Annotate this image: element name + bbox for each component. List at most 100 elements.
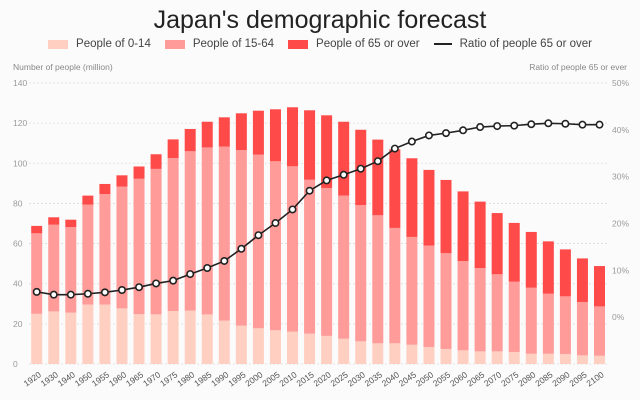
y-tick-label-left: 120 (13, 118, 27, 128)
chart-title: Japan's demographic forecast (153, 6, 487, 34)
bar-segment-0-14 (491, 351, 503, 364)
bar-segment-0-14 (133, 314, 145, 364)
legend-swatch-0-14 (48, 39, 69, 49)
bar-segment-15-64 (423, 245, 435, 347)
bar-segment-0-14 (576, 355, 588, 364)
bar-segment-0-14 (235, 325, 247, 364)
bar-segment-65-over (150, 154, 162, 169)
ratio-point (578, 120, 587, 129)
bar-segment-65-over (269, 109, 281, 162)
y-tick-label-right: 0% (612, 312, 625, 322)
y-tick-label-right: 50% (612, 78, 629, 88)
y-tick-label-left: 60 (13, 239, 23, 249)
ratio-point (83, 289, 92, 298)
bar-segment-0-14 (406, 344, 418, 364)
legend-swatch-15-64 (164, 39, 185, 49)
bar-segment-15-64 (48, 224, 60, 312)
bar-segment-0-14 (287, 331, 299, 364)
bar-segment-0-14 (423, 346, 435, 364)
bar-segment-65-over (133, 166, 145, 179)
bar-segment-15-64 (321, 187, 333, 336)
ratio-point (203, 263, 212, 272)
ratio-point (220, 256, 229, 265)
bar-segment-15-64 (269, 161, 281, 331)
bar-segment-15-64 (491, 274, 503, 352)
bar-segment-15-64 (542, 293, 554, 354)
ratio-point (135, 283, 144, 292)
ratio-point (237, 244, 246, 253)
bar-segment-0-14 (457, 350, 469, 364)
bar-segment-0-14 (150, 314, 162, 364)
bar-segment-65-over (372, 139, 384, 216)
ratio-point (373, 157, 382, 166)
bar-segment-65-over (201, 121, 213, 148)
bar-segment-15-64 (133, 178, 145, 315)
bar-segment-15-64 (150, 168, 162, 315)
ratio-point (527, 120, 536, 129)
ratio-point (459, 126, 468, 135)
bar-segment-0-14 (474, 351, 486, 364)
ratio-point (544, 119, 553, 128)
bar-segment-0-14 (167, 311, 179, 364)
bar-segment-15-64 (252, 154, 264, 329)
bar-segment-0-14 (594, 355, 605, 364)
bar-segment-15-64 (338, 195, 350, 339)
y-tick-label-right: 20% (612, 219, 629, 229)
ratio-point (66, 290, 75, 299)
bar-segment-15-64 (559, 296, 571, 354)
bar-segment-0-14 (508, 351, 520, 364)
bar-segment-65-over (235, 113, 247, 151)
bar-segment-65-over (338, 121, 350, 196)
right-axis-title: Ratio of people 65 or ever (529, 62, 627, 72)
bar-segment-15-64 (218, 146, 230, 321)
bar-segment-15-64 (372, 215, 384, 344)
left-axis-title: Number of people (million) (13, 62, 113, 72)
bar-segment-15-64 (508, 281, 520, 352)
bar-segment-65-over (491, 213, 503, 275)
bar-segment-65-over (287, 107, 299, 167)
bar-segment-15-64 (525, 287, 537, 354)
ratio-point (100, 288, 109, 297)
bar-segment-15-64 (440, 253, 452, 349)
ratio-point (407, 137, 416, 146)
ratio-point (424, 131, 433, 140)
x-tick-label: 2100 (584, 369, 605, 388)
bar-segment-65-over (508, 222, 520, 282)
bar-segment-65-over (48, 217, 60, 225)
bar-segment-0-14 (99, 304, 111, 364)
ratio-point (561, 119, 570, 128)
bar-segment-15-64 (184, 151, 196, 311)
bar-segment-65-over (99, 183, 111, 194)
bar-segment-15-64 (99, 193, 111, 305)
bar-segment-15-64 (167, 158, 179, 312)
bar-segment-0-14 (525, 353, 537, 364)
legend-line-ratio (433, 43, 452, 45)
bar-segment-0-14 (321, 335, 333, 364)
bar-segment-65-over (559, 249, 571, 297)
y-tick-label-right: 30% (612, 172, 629, 182)
bar-segment-65-over (406, 158, 418, 237)
legend-label: People of 0-14 (76, 38, 151, 50)
y-tick-label-left: 140 (13, 78, 27, 88)
bar-segment-65-over (304, 110, 316, 180)
y-tick-label-left: 40 (13, 279, 23, 289)
bar-segment-65-over (252, 110, 264, 155)
ratio-point (288, 205, 297, 214)
y-tick-label-left: 100 (13, 158, 27, 168)
ratio-point (356, 164, 365, 173)
bar-segment-0-14 (542, 353, 554, 364)
legend-item-ratio: Ratio of people 65 or over (433, 38, 592, 50)
bar-segment-0-14 (559, 353, 571, 364)
ratio-point (390, 144, 399, 153)
bar-segment-65-over (167, 139, 179, 159)
bar-segment-0-14 (82, 304, 94, 364)
bar-segment-65-over (184, 128, 196, 152)
ratio-point (322, 176, 331, 185)
legend-label: People of 65 or over (316, 38, 420, 50)
ratio-point (510, 121, 519, 130)
bar-segment-65-over (594, 266, 605, 307)
bar-segment-15-64 (201, 147, 213, 315)
bar-segment-0-14 (338, 338, 350, 364)
bar-segment-65-over (525, 231, 537, 288)
